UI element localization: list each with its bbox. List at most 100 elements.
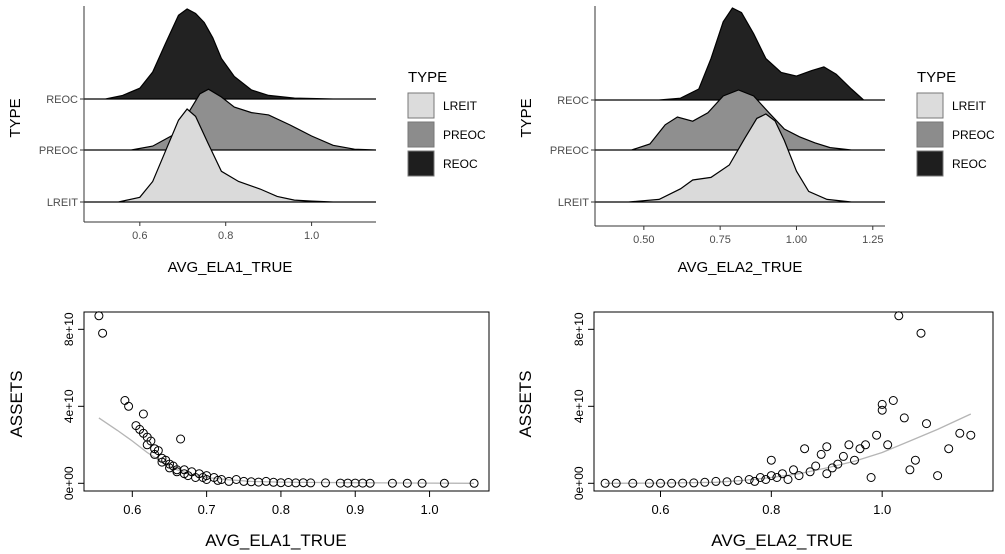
ridge-lreit <box>595 113 885 203</box>
x-tick-label: 0.8 <box>218 230 233 242</box>
ridge-2-y-axis-title: TYPE <box>518 98 535 137</box>
ridge-2-legend: TYPE LREIT PREOC REOC <box>916 69 995 177</box>
y-tick-label: REOC <box>46 94 78 106</box>
scatter-point <box>822 442 832 452</box>
scatter-point <box>933 471 943 481</box>
x-tick-label: 0.7 <box>198 502 216 517</box>
scatter-2-points <box>600 311 976 488</box>
ridge-marks-1 <box>84 8 377 203</box>
scatter-1-plot-box <box>83 311 490 492</box>
scatter-point <box>877 399 887 409</box>
scatter-2-x-axis-title: AVG_ELA2_TRUE <box>711 531 852 550</box>
scatter-1-x-axis-title: AVG_ELA1_TRUE <box>205 531 346 550</box>
legend-label-reoc: REOC <box>952 157 987 171</box>
scatter-point <box>224 476 234 486</box>
ridge-2-legend-items: LREIT PREOC REOC <box>916 92 995 177</box>
scatter-point <box>905 465 915 475</box>
scatter-point <box>811 461 821 471</box>
scatter-point <box>966 430 976 440</box>
x-tick-label: 1.00 <box>786 234 807 246</box>
scatter-point <box>777 469 787 479</box>
scatter-point <box>261 476 271 486</box>
legend-swatch-lreit <box>407 92 435 119</box>
y-tick-label: PREOC <box>550 145 589 157</box>
scatter-point <box>805 467 815 477</box>
scatter-point <box>838 451 848 461</box>
scatter-2-x-ticks: 0.6 0.8 1.0 <box>651 491 891 517</box>
y-tick-label: 8e+10 <box>572 312 586 346</box>
scatter-point <box>766 455 776 465</box>
x-tick-label: 0.50 <box>633 234 654 246</box>
scatter-point <box>789 465 798 475</box>
legend-label-lreit: LREIT <box>952 99 987 113</box>
scatter-point <box>120 396 130 405</box>
ridge-lreit <box>84 108 376 203</box>
scatter-point <box>94 311 104 321</box>
ridge-preoc <box>595 89 885 151</box>
legend-swatch-lreit <box>916 92 944 119</box>
scatter-point <box>794 471 804 481</box>
scatter-point <box>439 478 449 488</box>
scatter-point <box>850 455 859 465</box>
scatter-point <box>877 405 887 415</box>
scatter-point <box>689 478 699 488</box>
scatter-point <box>644 478 654 488</box>
x-tick-label: 1.0 <box>421 502 439 517</box>
scatter-point <box>365 478 375 488</box>
scatter-point <box>291 478 301 488</box>
scatter-point <box>955 428 965 438</box>
scatter-point <box>711 476 721 486</box>
x-tick-label: 0.6 <box>123 502 141 517</box>
scatter-2-y-axis-title: ASSETS <box>516 370 535 437</box>
scatter-point <box>172 467 182 477</box>
x-tick-label: 1.0 <box>873 502 891 517</box>
scatter-point <box>855 444 865 454</box>
legend-swatch-preoc <box>916 121 944 148</box>
scatter-point <box>153 446 163 456</box>
scatter-1-y-ticks: 0e+00 4e+10 8e+10 <box>62 312 84 500</box>
ridge-reoc <box>595 7 885 101</box>
scatter-point <box>755 473 765 482</box>
ridge-1-x-axis-title: AVG_ELA1_TRUE <box>168 259 293 276</box>
scatter-point <box>910 455 920 465</box>
legend-label-lreit: LREIT <box>443 99 478 113</box>
ridge-marks-2 <box>595 7 885 203</box>
scatter-point <box>944 444 954 454</box>
scatter-point <box>469 478 479 488</box>
scatter-point <box>600 478 610 488</box>
y-tick-label: 8e+10 <box>62 312 76 346</box>
scatter-point <box>822 469 832 479</box>
scatter-point <box>916 328 926 338</box>
y-tick-label: 4e+10 <box>62 389 76 423</box>
ridge-reoc <box>84 8 376 100</box>
scatter-point <box>744 475 754 484</box>
scatter-point <box>861 440 870 450</box>
scatter-point <box>239 476 249 486</box>
scatter-point <box>358 478 368 488</box>
scatter-point <box>761 475 771 484</box>
x-tick-label: 0.8 <box>272 502 290 517</box>
scatter-point <box>733 475 743 485</box>
scatter-point <box>213 475 223 485</box>
scatter-point <box>894 311 904 321</box>
ridge-1-x-ticks: 0.6 0.8 1.0 <box>132 222 319 242</box>
scatter-point <box>417 478 427 488</box>
scatter-1-points <box>94 311 479 488</box>
y-tick-label: 0e+00 <box>62 466 76 500</box>
x-tick-label: 1.0 <box>304 230 319 242</box>
scatter-point <box>656 478 665 488</box>
scatter-point <box>611 478 621 488</box>
scatter-point <box>335 478 345 488</box>
scatter-point <box>124 401 134 411</box>
ridge-2-y-ticks: LREIT PREOC REOC <box>550 95 595 209</box>
scatter-point <box>700 477 710 487</box>
scatter-point <box>866 473 876 482</box>
legend-swatch-reoc <box>916 150 944 177</box>
scatter-point <box>98 328 108 338</box>
scatter-point <box>269 477 278 487</box>
scatter-point <box>800 444 810 454</box>
legend-label-reoc: REOC <box>443 157 478 171</box>
ridge-panel-1: LREIT PREOC REOC 0.6 0.8 1.0 AVG_ELA1_TRUE T… <box>7 6 486 276</box>
scatter-point <box>816 449 826 459</box>
x-tick-label: 0.9 <box>346 502 364 517</box>
